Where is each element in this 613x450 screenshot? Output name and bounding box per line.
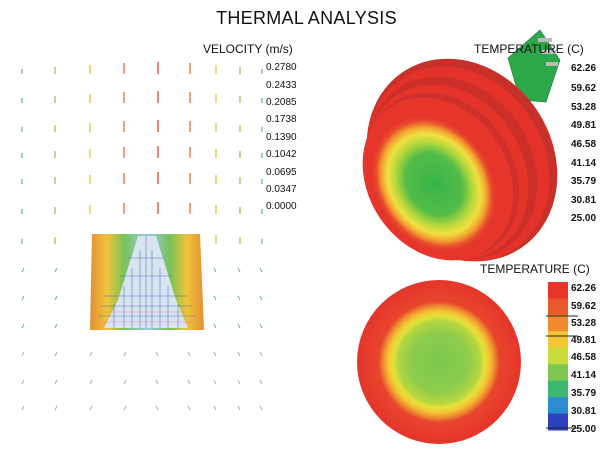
velocity-label: 0.0000 bbox=[266, 201, 297, 212]
velocity-label: 0.2085 bbox=[266, 97, 297, 108]
velocity-vector bbox=[237, 351, 241, 357]
temperature-colorbar bbox=[546, 282, 578, 431]
temperature-legend-title-3d: TEMPERATURE (C) bbox=[474, 42, 584, 56]
temperature-label: 49.81 bbox=[571, 120, 597, 131]
temperature-label: 30.81 bbox=[571, 406, 597, 417]
velocity-vector bbox=[123, 405, 127, 411]
velocity-vector bbox=[259, 323, 263, 329]
velocity-vector bbox=[237, 323, 241, 329]
velocity-vector bbox=[259, 351, 263, 357]
velocity-vector bbox=[123, 351, 127, 357]
colorbar-segment bbox=[548, 364, 568, 382]
velocity-vector bbox=[237, 295, 241, 301]
temperature-label: 53.28 bbox=[571, 102, 597, 113]
temperature-label: 46.58 bbox=[571, 352, 597, 363]
velocity-vector bbox=[237, 379, 241, 385]
velocity-vector bbox=[21, 267, 25, 273]
velocity-vector bbox=[54, 405, 58, 411]
velocity-vector bbox=[54, 323, 58, 329]
page-title: THERMAL ANALYSIS bbox=[216, 8, 397, 28]
velocity-vector bbox=[21, 405, 25, 411]
velocity-label: 0.2780 bbox=[266, 62, 297, 73]
temperature-label: 59.62 bbox=[571, 301, 597, 312]
velocity-label: 0.1738 bbox=[266, 114, 297, 125]
airflow-plume bbox=[90, 234, 204, 330]
velocity-vector bbox=[259, 405, 263, 411]
colorbar-segment bbox=[548, 380, 568, 398]
velocity-vector bbox=[89, 379, 93, 385]
velocity-legend-title: VELOCITY (m/s) bbox=[203, 42, 293, 56]
velocity-vector bbox=[187, 351, 191, 357]
velocity-vector bbox=[155, 379, 159, 385]
colorbar-segment bbox=[548, 314, 568, 332]
velocity-vector bbox=[54, 351, 58, 357]
velocity-vector bbox=[155, 405, 159, 411]
velocity-vector-field bbox=[21, 62, 263, 411]
velocity-vector bbox=[213, 267, 217, 273]
velocity-vector bbox=[21, 295, 25, 301]
velocity-vector bbox=[213, 405, 217, 411]
velocity-label: 0.2433 bbox=[266, 80, 297, 91]
heat-sink-3d-view bbox=[362, 29, 561, 262]
temperature-label: 25.00 bbox=[571, 424, 597, 435]
velocity-vector bbox=[187, 379, 191, 385]
velocity-vector bbox=[213, 323, 217, 329]
velocity-vector bbox=[89, 351, 93, 357]
temperature-label: 41.14 bbox=[571, 158, 597, 169]
temperature-label: 46.58 bbox=[571, 139, 597, 150]
velocity-vector bbox=[21, 351, 25, 357]
velocity-vector bbox=[213, 295, 217, 301]
temperature-label: 41.14 bbox=[571, 370, 597, 381]
velocity-vector bbox=[21, 379, 25, 385]
temperature-label: 30.81 bbox=[571, 195, 597, 206]
velocity-vector bbox=[259, 379, 263, 385]
velocity-vector bbox=[54, 295, 58, 301]
colorbar-segment bbox=[548, 397, 568, 415]
velocity-label: 0.1042 bbox=[266, 149, 297, 160]
velocity-label: 0.1390 bbox=[266, 132, 297, 143]
velocity-vector bbox=[213, 351, 217, 357]
velocity-vector bbox=[237, 267, 241, 273]
velocity-vector bbox=[187, 405, 191, 411]
velocity-label: 0.0695 bbox=[266, 167, 297, 178]
velocity-vector bbox=[213, 379, 217, 385]
temperature-label: 62.26 bbox=[571, 283, 597, 294]
velocity-vector bbox=[155, 351, 159, 357]
temperature-label: 35.79 bbox=[571, 176, 597, 187]
velocity-vector bbox=[259, 295, 263, 301]
velocity-vector bbox=[123, 379, 127, 385]
velocity-vector bbox=[54, 379, 58, 385]
velocity-vector bbox=[54, 267, 58, 273]
temperature-label: 53.28 bbox=[571, 318, 597, 329]
temperature-legend-title-top: TEMPERATURE (C) bbox=[480, 262, 590, 276]
colorbar-segment bbox=[548, 413, 568, 431]
colorbar-segment bbox=[548, 331, 568, 349]
velocity-vector bbox=[21, 323, 25, 329]
temperature-label: 62.26 bbox=[571, 63, 597, 74]
velocity-vector bbox=[237, 405, 241, 411]
colorbar-segment bbox=[548, 282, 568, 299]
velocity-vector bbox=[259, 267, 263, 273]
temperature-label: 25.00 bbox=[571, 213, 597, 224]
colorbar-segment bbox=[548, 298, 568, 316]
temperature-label: 59.62 bbox=[571, 83, 597, 94]
velocity-label: 0.0347 bbox=[266, 184, 297, 195]
colorbar-segment bbox=[548, 347, 568, 365]
velocity-vector bbox=[89, 405, 93, 411]
heat-sink-top-view bbox=[357, 280, 521, 444]
temperature-label: 35.79 bbox=[571, 388, 597, 399]
temperature-label: 49.81 bbox=[571, 335, 597, 346]
